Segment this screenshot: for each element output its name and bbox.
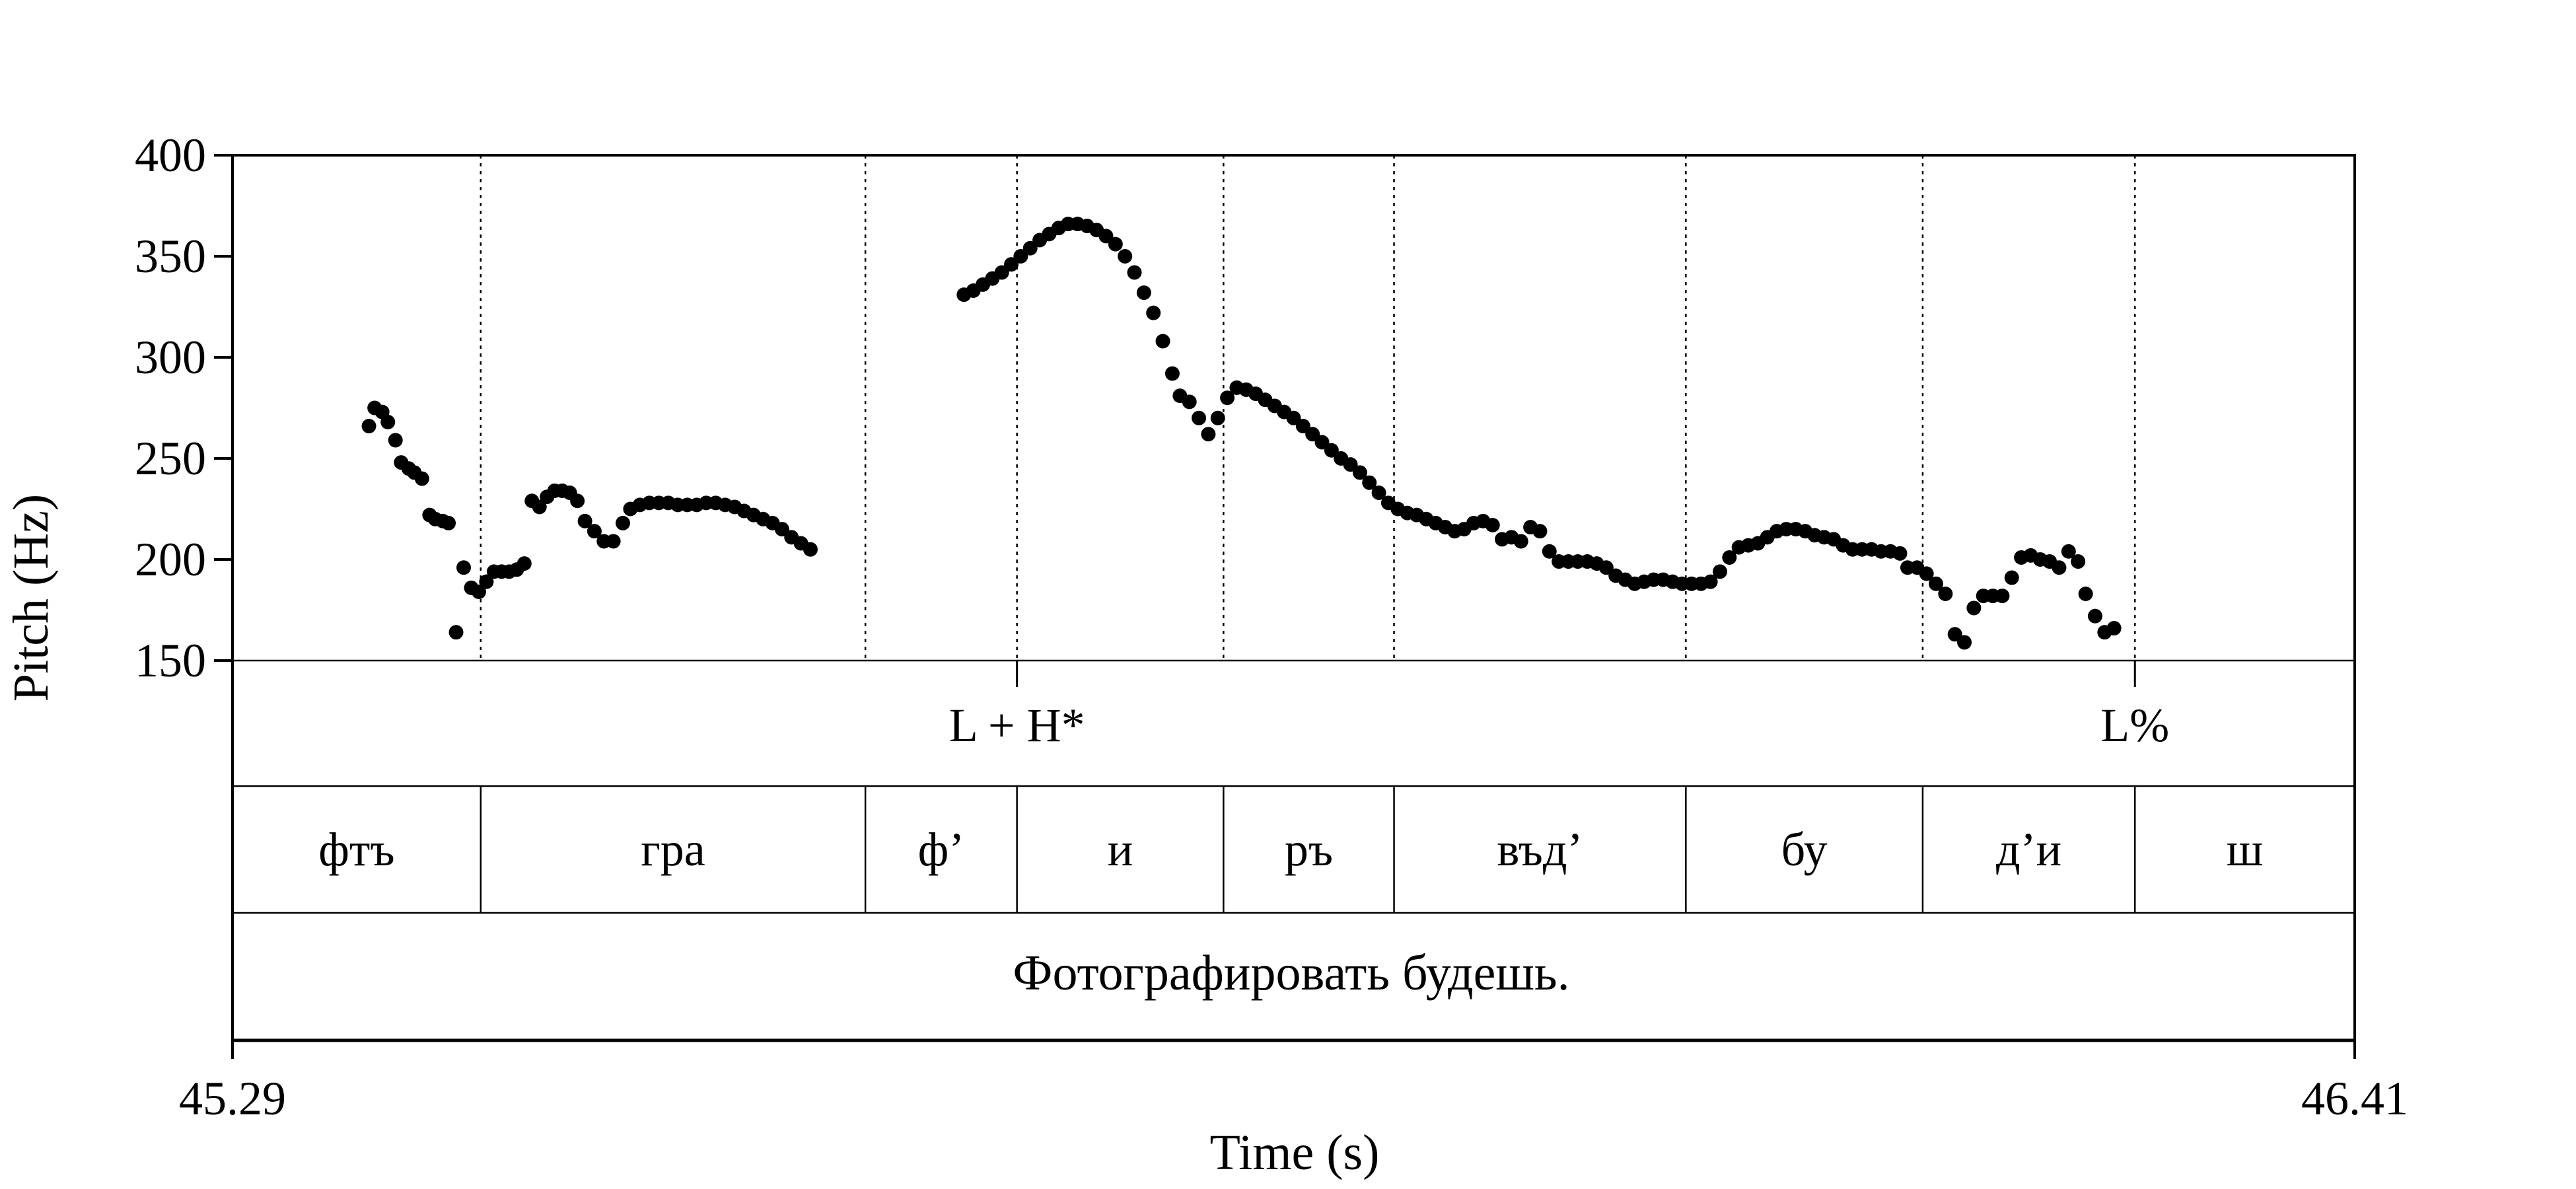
y-tick-label: 200 [135,533,206,586]
pitch-point [1513,534,1528,549]
pitch-point [1703,574,1718,589]
x-tick-label: 46.41 [2301,1072,2408,1125]
y-tick-label: 250 [135,432,206,485]
pitch-point [1127,265,1142,280]
syllable-label: гра [641,823,705,876]
pitch-point [1892,546,1908,561]
pitch-point [1210,410,1225,425]
pitch-point [774,522,789,537]
pitch-point [2078,587,2093,602]
pitch-point [1305,427,1320,442]
pitch-point [1286,410,1301,425]
plot-frame [231,154,2356,1042]
pitch-point [1352,465,1367,480]
pitch-point [1201,427,1216,442]
pitch-point [1013,249,1028,264]
pitch-point [803,542,818,557]
pitch-point [1324,443,1339,458]
pitch-point [441,515,456,530]
pitch-point [1343,457,1358,472]
pitch-point [380,414,396,429]
syllable-label: бу [1781,823,1828,876]
pitch-point [471,584,486,599]
pitch-point [1098,229,1114,244]
pitch-point [1182,394,1197,410]
tone-label: L% [2100,699,2169,752]
x-axis-label: Time (s) [1210,1125,1380,1180]
pitch-point [1966,600,1982,616]
pitch-point [2061,544,2076,559]
sentence-label: Фотографировать будешь. [1013,945,1569,1001]
pitch-point [448,625,464,640]
pitch-point [606,534,621,549]
pitch-point [1108,236,1123,252]
pitch-point [1598,560,1614,575]
pitch-point [577,513,592,528]
pitch-point [388,433,403,448]
pitch-point [456,560,471,575]
pitch-point [1532,524,1548,539]
pitch-point [1155,334,1170,349]
pitch-point [570,493,585,509]
pitch-point [1947,627,1962,642]
pitch-point [479,574,494,589]
pitch-point [517,556,532,571]
pitch-point [1164,366,1180,381]
pitch-point [994,265,1009,280]
pitch-point [615,515,630,530]
pitch-point [2052,560,2067,575]
pitch-point [1220,390,1235,406]
tone-label: L + H* [949,699,1085,752]
pitch-point [1938,587,1953,602]
pitch-point [587,524,602,539]
pitch-point [1314,435,1330,450]
syllable-label: ш [2227,823,2263,876]
pitch-point [2071,554,2086,569]
syllable-label: ф’ [918,823,965,876]
pitch-point [1022,240,1038,256]
syllable-label: фтъ [318,823,394,876]
y-tick-label: 300 [135,331,206,384]
pitch-point [1371,486,1386,501]
pitch-point [1957,635,1972,650]
pitch-point [1118,249,1133,264]
pitch-point [532,499,547,515]
pitch-point [1004,257,1019,272]
pitch-point [1362,475,1377,490]
syllable-label: ръ [1285,823,1333,876]
syllable-label: въд’ [1497,823,1583,876]
pitch-point [1295,419,1310,434]
pitch-point [1995,589,2010,604]
pitch-point [414,471,429,486]
pitch-point [1136,285,1151,301]
y-tick-label: 350 [135,230,206,283]
y-axis-label: Pitch (Hz) [3,494,59,702]
pitch-point [361,419,376,434]
pitch-point [1929,576,1944,591]
y-tick-label: 400 [135,129,206,182]
pitch-point [2106,621,2122,636]
pitch-point [1542,544,1557,559]
pitch-point [1485,517,1500,532]
syllable-label: д’и [1996,823,2061,876]
pitch-point [1712,564,1727,579]
pitch-point [1146,305,1161,320]
x-tick-label: 45.29 [179,1072,286,1125]
pitch-point [1919,566,1934,581]
pitch-point [2087,608,2102,624]
y-tick-label: 150 [135,634,206,687]
syllable-label: и [1108,823,1133,876]
pitch-point [1192,410,1207,425]
pitch-point [2004,570,2019,585]
pitch-point [1722,550,1737,565]
